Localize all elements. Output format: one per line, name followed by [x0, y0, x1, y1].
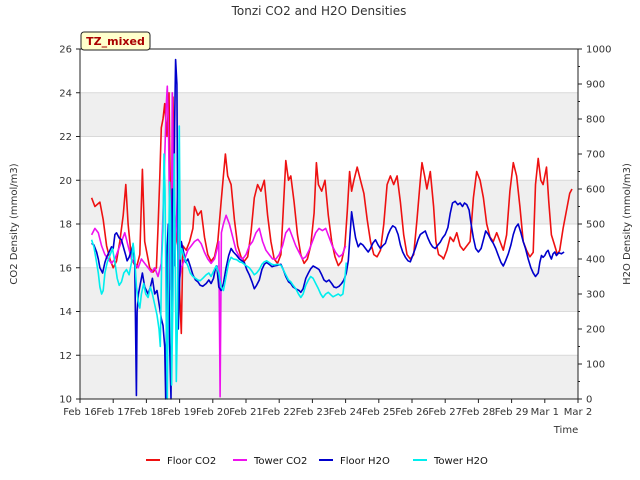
- x-tick-label: Feb 25: [362, 407, 396, 418]
- y-left-tick-label: 10: [59, 395, 72, 406]
- y-right-tick-label: 1000: [586, 45, 611, 56]
- x-tick-label: Mar 1: [531, 407, 559, 418]
- y-right-tick-label: 200: [586, 325, 605, 336]
- legend-item-floor-h2o: Floor H2O: [319, 456, 390, 467]
- y-right-tick-label: 400: [586, 255, 605, 266]
- y-right-tick-label: 900: [586, 80, 605, 91]
- legend: Floor CO2 Tower CO2 Floor H2O Tower H2O: [146, 456, 488, 467]
- x-tick-label: Feb 20: [196, 407, 230, 418]
- legend-label: Floor CO2: [167, 456, 216, 467]
- x-tick-label: Feb 19: [163, 407, 197, 418]
- y-right-tick-label: 800: [586, 115, 605, 126]
- x-tick-label: Feb 22: [262, 407, 296, 418]
- legend-label: Floor H2O: [340, 456, 390, 467]
- x-tick-label: Feb 27: [428, 407, 462, 418]
- legend-label: Tower H2O: [433, 456, 488, 467]
- x-tick-label: Feb 28: [462, 407, 496, 418]
- legend-item-floor-co2: Floor CO2: [146, 456, 216, 467]
- y-left-tick-label: 14: [59, 307, 72, 318]
- y-right-tick-label: 0: [586, 395, 592, 406]
- y-left-tick-label: 18: [59, 220, 72, 231]
- x-tick-label: Feb 29: [495, 407, 529, 418]
- y-left-tick-label: 20: [59, 176, 72, 187]
- series-line-tower-co2: [90, 85, 347, 398]
- legend-item-tower-co2: Tower CO2: [233, 456, 307, 467]
- x-tick-label: Feb 16: [63, 407, 97, 418]
- y-left-axis-ticks: 10 12 14 16 18 20 22 24 26: [59, 45, 80, 406]
- y-right-tick-label: 600: [586, 185, 605, 196]
- y-right-axis-ticks: 0 100 200 300 400 500 600 700 800 900 1000: [578, 45, 611, 406]
- x-tick-label: Mar 2: [564, 407, 592, 418]
- x-axis-ticks: Feb 16 Feb 17 Feb 18 Feb 19 Feb 20 Feb 21 Feb …: [63, 399, 592, 418]
- series-layer: [90, 58, 573, 400]
- series-line-floor-h2o: [91, 58, 565, 400]
- x-tick-label: Feb 24: [329, 407, 363, 418]
- x-tick-label: Feb 23: [296, 407, 330, 418]
- y-right-tick-label: 100: [586, 360, 605, 371]
- y-left-tick-label: 16: [59, 263, 72, 274]
- legend-item-tower-h2o: Tower H2O: [413, 456, 488, 467]
- y-left-tick-label: 24: [59, 88, 72, 99]
- chart-title: Tonzi CO2 and H2O Densities: [231, 4, 407, 18]
- plot-band: [80, 267, 578, 312]
- y-left-axis-title: CO2 Density (mmol/m3): [9, 163, 20, 284]
- y-right-tick-label: 500: [586, 220, 605, 231]
- plot-band: [80, 355, 578, 399]
- x-tick-label: Feb 26: [395, 407, 429, 418]
- y-right-tick-label: 700: [586, 150, 605, 161]
- series-line-tower-h2o: [90, 125, 348, 400]
- y-right-axis-title: H2O Density (mmol/m3): [622, 163, 633, 285]
- x-axis-title: Time: [553, 425, 578, 436]
- x-tick-label: Feb 21: [229, 407, 263, 418]
- site-tag-label: TZ_mixed: [86, 35, 145, 48]
- y-left-tick-label: 22: [59, 132, 72, 143]
- y-left-tick-label: 12: [59, 351, 72, 362]
- site-tag-box: [80, 31, 151, 51]
- y-left-tick-label: 26: [59, 45, 72, 56]
- y-right-tick-label: 300: [586, 290, 605, 301]
- site-tag: TZ_mixed: [80, 31, 151, 51]
- x-tick-label: Feb 17: [96, 407, 130, 418]
- x-tick-label: Feb 18: [130, 407, 164, 418]
- legend-label: Tower CO2: [253, 456, 307, 467]
- plot-band: [80, 92, 578, 137]
